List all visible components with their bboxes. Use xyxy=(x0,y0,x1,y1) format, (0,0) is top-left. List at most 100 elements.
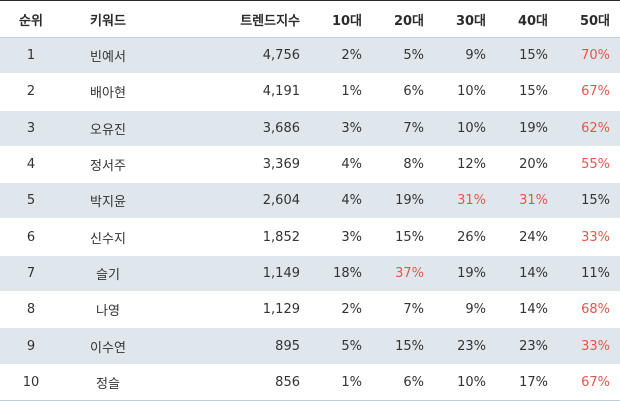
cell-age30: 19% xyxy=(457,265,486,281)
cell-keyword: 박지윤 xyxy=(90,195,126,211)
cell-rank: 6 xyxy=(26,229,36,245)
table-row: 2 배아현 4,191 1% 6% 10% 15% 67% xyxy=(0,74,620,111)
cell-age40: 14% xyxy=(519,265,548,281)
cell-rank: 1 xyxy=(26,48,36,64)
cell-age20: 6% xyxy=(403,374,424,390)
cell-keyword: 이수연 xyxy=(90,340,126,356)
cell-age40: 15% xyxy=(519,48,548,64)
table-row: 7 슬기 1,149 18% 37% 19% 14% 11% xyxy=(0,255,620,292)
header-age30: 30대 xyxy=(455,13,486,29)
cell-keyword: 빈예서 xyxy=(90,50,126,66)
cell-age30: 9% xyxy=(465,48,486,64)
cell-keyword: 정슬 xyxy=(96,376,120,392)
cell-trend-index: 4,756 xyxy=(262,48,300,64)
cell-trend-index: 4,191 xyxy=(262,84,300,100)
cell-keyword: 배아현 xyxy=(90,86,126,102)
table-row: 8 나영 1,129 2% 7% 9% 14% 68% xyxy=(0,292,620,328)
cell-age10: 1% xyxy=(341,84,362,100)
cell-age50: 11% xyxy=(581,265,610,281)
cell-rank: 9 xyxy=(26,338,36,354)
cell-keyword: 신수지 xyxy=(90,231,126,247)
cell-age40: 24% xyxy=(519,229,548,245)
table-row: 3 오유진 3,686 3% 7% 10% 19% 62% xyxy=(0,110,620,147)
cell-age50: 55% xyxy=(581,157,610,173)
cell-rank: 5 xyxy=(26,193,36,209)
cell-age50: 33% xyxy=(581,229,610,245)
cell-age40: 20% xyxy=(519,157,548,173)
cell-age20: 19% xyxy=(395,193,424,209)
cell-trend-index: 3,686 xyxy=(262,120,300,136)
cell-trend-index: 1,149 xyxy=(262,265,300,281)
cell-age20: 37% xyxy=(395,265,424,281)
cell-rank: 2 xyxy=(26,84,36,100)
cell-age40: 23% xyxy=(519,338,548,354)
table-row: 5 박지윤 2,604 4% 19% 31% 31% 15% xyxy=(0,182,620,219)
cell-age30: 12% xyxy=(457,157,486,173)
cell-age10: 1% xyxy=(341,374,362,390)
cell-age10: 3% xyxy=(341,120,362,136)
table-row: 1 빈예서 4,756 2% 5% 9% 15% 70% xyxy=(0,37,620,74)
table-body: 1 빈예서 4,756 2% 5% 9% 15% 70% 2 배아현 4,191 1% 6% 10% 15%… xyxy=(0,37,620,401)
cell-age10: 18% xyxy=(333,265,362,281)
cell-age50: 33% xyxy=(581,338,610,354)
cell-age40: 19% xyxy=(519,120,548,136)
cell-age50: 70% xyxy=(581,48,610,64)
cell-age30: 10% xyxy=(457,374,486,390)
header-row: 순위 키워드 트렌드지수 10대 20대 30대 40대 50대 xyxy=(0,0,620,38)
cell-age30: 10% xyxy=(457,84,486,100)
header-age40: 40대 xyxy=(517,13,548,29)
cell-age50: 67% xyxy=(581,374,610,390)
cell-trend-index: 1,129 xyxy=(262,302,300,318)
cell-age40: 14% xyxy=(519,302,548,318)
cell-age10: 2% xyxy=(341,48,362,64)
cell-age10: 4% xyxy=(341,157,362,173)
cell-rank: 10 xyxy=(22,374,40,390)
header-trend-index: 트렌드지수 xyxy=(240,13,300,29)
table-row: 6 신수지 1,852 3% 15% 26% 24% 33% xyxy=(0,219,620,256)
cell-trend-index: 2,604 xyxy=(262,193,300,209)
header-age50: 50대 xyxy=(579,13,610,29)
cell-keyword: 나영 xyxy=(96,304,120,320)
cell-age40: 17% xyxy=(519,374,548,390)
table-header: 순위 키워드 트렌드지수 10대 20대 30대 40대 50대 xyxy=(0,0,620,38)
cell-age30: 26% xyxy=(457,229,486,245)
cell-age50: 62% xyxy=(581,120,610,136)
cell-trend-index: 895 xyxy=(275,338,300,354)
cell-age30: 9% xyxy=(465,302,486,318)
cell-age50: 67% xyxy=(581,84,610,100)
cell-trend-index: 3,369 xyxy=(262,157,300,173)
cell-rank: 4 xyxy=(26,157,36,173)
header-keyword: 키워드 xyxy=(90,13,126,29)
cell-age50: 15% xyxy=(581,193,610,209)
cell-rank: 8 xyxy=(26,302,36,318)
cell-age10: 4% xyxy=(341,193,362,209)
cell-age50: 68% xyxy=(581,302,610,318)
cell-age20: 7% xyxy=(403,302,424,318)
cell-keyword: 슬기 xyxy=(96,267,120,283)
cell-age10: 2% xyxy=(341,302,362,318)
table-row: 4 정서주 3,369 4% 8% 12% 20% 55% xyxy=(0,146,620,183)
cell-age20: 7% xyxy=(403,120,424,136)
cell-age40: 15% xyxy=(519,84,548,100)
header-age10: 10대 xyxy=(331,13,362,29)
cell-rank: 3 xyxy=(26,120,36,136)
cell-age20: 15% xyxy=(395,338,424,354)
cell-age30: 10% xyxy=(457,120,486,136)
cell-age30: 31% xyxy=(457,193,486,209)
cell-keyword: 오유진 xyxy=(90,122,126,138)
table-row: 9 이수연 895 5% 15% 23% 23% 33% xyxy=(0,327,620,365)
header-rank: 순위 xyxy=(19,13,43,29)
cell-age10: 3% xyxy=(341,229,362,245)
cell-rank: 7 xyxy=(26,265,36,281)
cell-trend-index: 1,852 xyxy=(262,229,300,245)
table-row: 10 정슬 856 1% 6% 10% 17% 67% xyxy=(0,364,620,401)
cell-trend-index: 856 xyxy=(275,374,300,390)
cell-keyword: 정서주 xyxy=(90,159,126,175)
cell-age20: 15% xyxy=(395,229,424,245)
cell-age10: 5% xyxy=(341,338,362,354)
cell-age40: 31% xyxy=(519,193,548,209)
cell-age20: 8% xyxy=(403,157,424,173)
cell-age20: 5% xyxy=(403,48,424,64)
cell-age30: 23% xyxy=(457,338,486,354)
